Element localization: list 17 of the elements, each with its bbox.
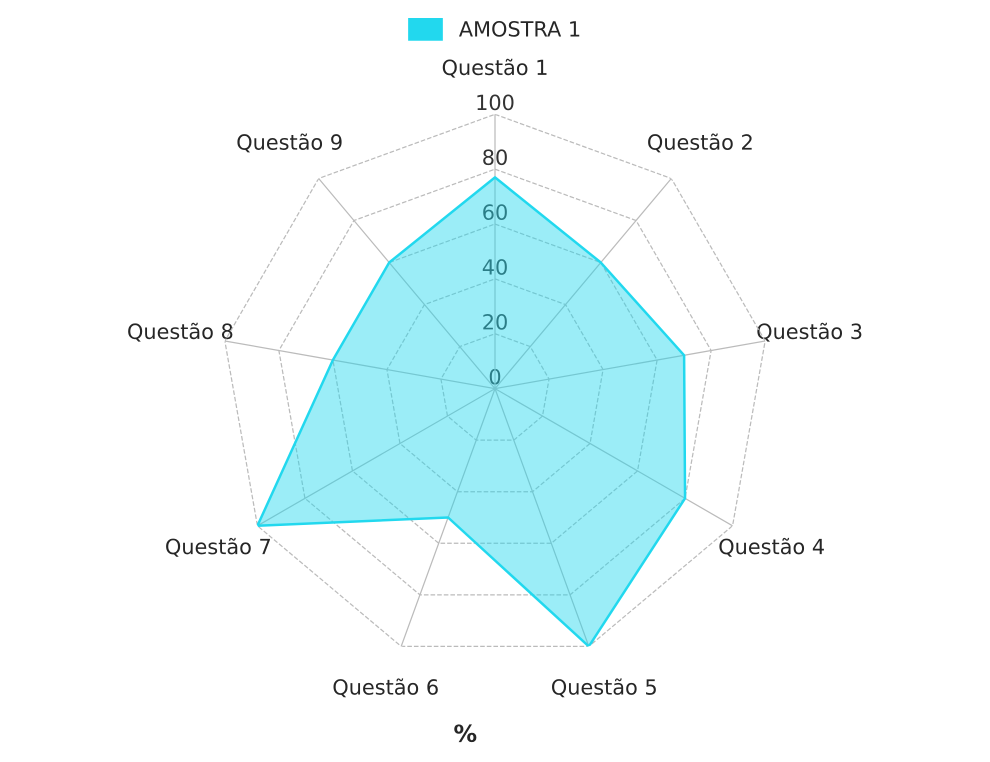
spoke-label: Questão 4 <box>719 538 824 557</box>
spoke-label: Questão 7 <box>166 538 270 557</box>
spoke-label: Questão 1 <box>442 58 546 78</box>
y-tick-label: 80 <box>483 149 507 166</box>
y-tick-label: 20 <box>483 314 507 330</box>
y-tick-label: 100 <box>477 94 514 110</box>
spoke-label: Questão 6 <box>333 678 438 698</box>
spoke-label: Questão 8 <box>128 322 232 342</box>
spoke-label: Questão 5 <box>552 678 656 698</box>
spoke-label: Questão 3 <box>757 322 862 342</box>
y-tick-label: 40 <box>482 259 507 275</box>
y-tick-label: 60 <box>483 204 507 220</box>
spoke-label: Questão 2 <box>648 133 752 152</box>
legend-label: AMOSTRA 1 <box>458 20 580 37</box>
y-tick-label: 0 <box>490 368 500 385</box>
text: % <box>454 724 476 742</box>
spoke-label: Questão 9 <box>237 133 342 152</box>
